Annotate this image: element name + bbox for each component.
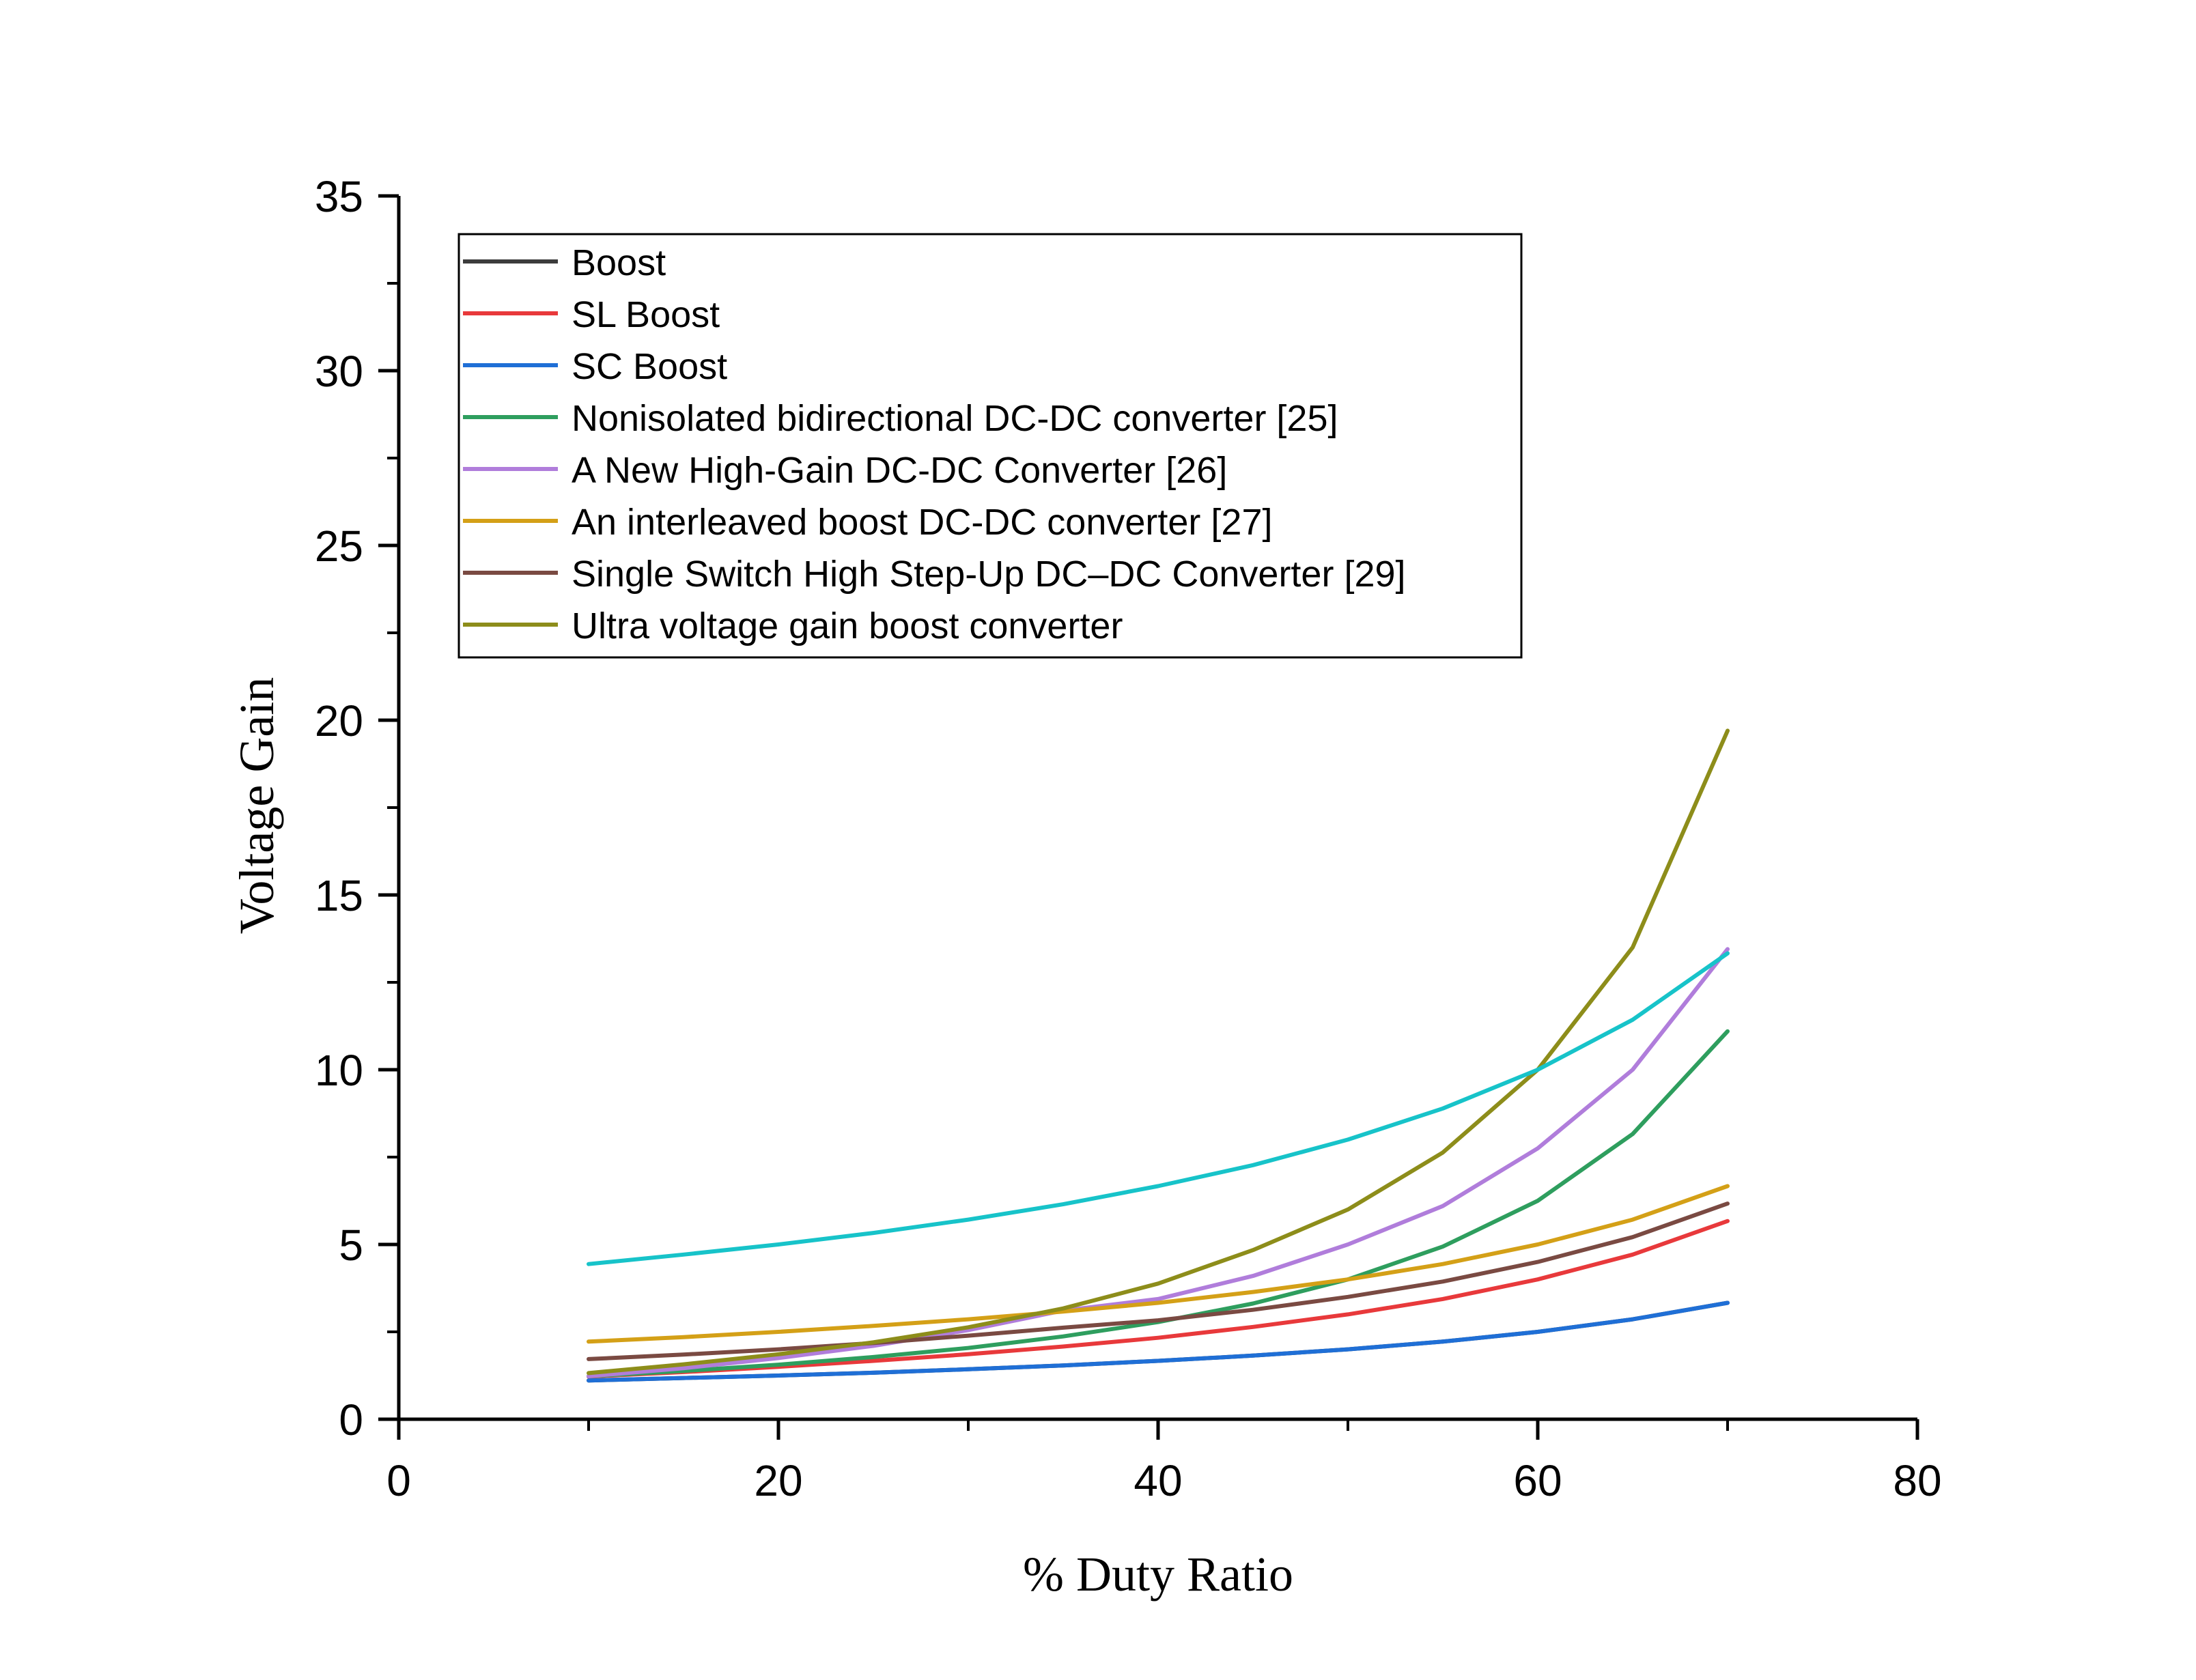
legend-label-4: A New High-Gain DC-DC Converter [26]: [572, 450, 1227, 491]
x-tick-label-4: 80: [1893, 1456, 1941, 1505]
y-tick-label-3: 15: [315, 871, 363, 920]
series-line-4: [587, 947, 1730, 1378]
y-tick-label-4: 20: [315, 696, 363, 745]
y-tick-label-0: 0: [339, 1395, 363, 1444]
series-line-5: [587, 1184, 1730, 1344]
legend-label-5: An interleaved boost DC-DC converter [27…: [572, 502, 1272, 543]
y-tick-label-7: 35: [315, 172, 363, 221]
legend-label-2: SC Boost: [572, 346, 727, 387]
legend-label-3: Nonisolated bidirectional DC-DC converte…: [572, 398, 1338, 439]
y-tick-label-5: 25: [315, 522, 363, 571]
ticks: 0 20 40 60 80 0 5 10 15 20 25 30 35: [315, 172, 1942, 1505]
series-line-2: [587, 1300, 1730, 1383]
legend-label-0: Boost: [572, 242, 666, 283]
x-tick-label-2: 40: [1134, 1456, 1182, 1505]
y-tick-label-2: 10: [315, 1046, 363, 1095]
legend-label-6: Single Switch High Step-Up DC–DC Convert…: [572, 554, 1406, 595]
x-axis-title: % Duty Ratio: [1023, 1547, 1293, 1601]
series-line-8: [587, 951, 1730, 1266]
y-tick-label-1: 5: [339, 1221, 363, 1270]
legend-label-7: Ultra voltage gain boost converter: [572, 606, 1123, 646]
x-tick-label-3: 60: [1513, 1456, 1562, 1505]
x-tick-label-1: 20: [754, 1456, 802, 1505]
series-line-6: [587, 1201, 1730, 1361]
plot-lines: [587, 728, 1730, 1383]
legend-box: [458, 233, 1523, 659]
y-tick-label-6: 30: [315, 347, 363, 396]
series-line-1: [587, 1219, 1730, 1379]
x-tick-label-0: 0: [386, 1456, 411, 1505]
legend: Boost SL Boost SC Boost Nonisolated bidirec…: [458, 233, 1523, 659]
legend-label-1: SL Boost: [572, 294, 720, 335]
y-axis-title: Voltage Gain: [229, 677, 284, 935]
